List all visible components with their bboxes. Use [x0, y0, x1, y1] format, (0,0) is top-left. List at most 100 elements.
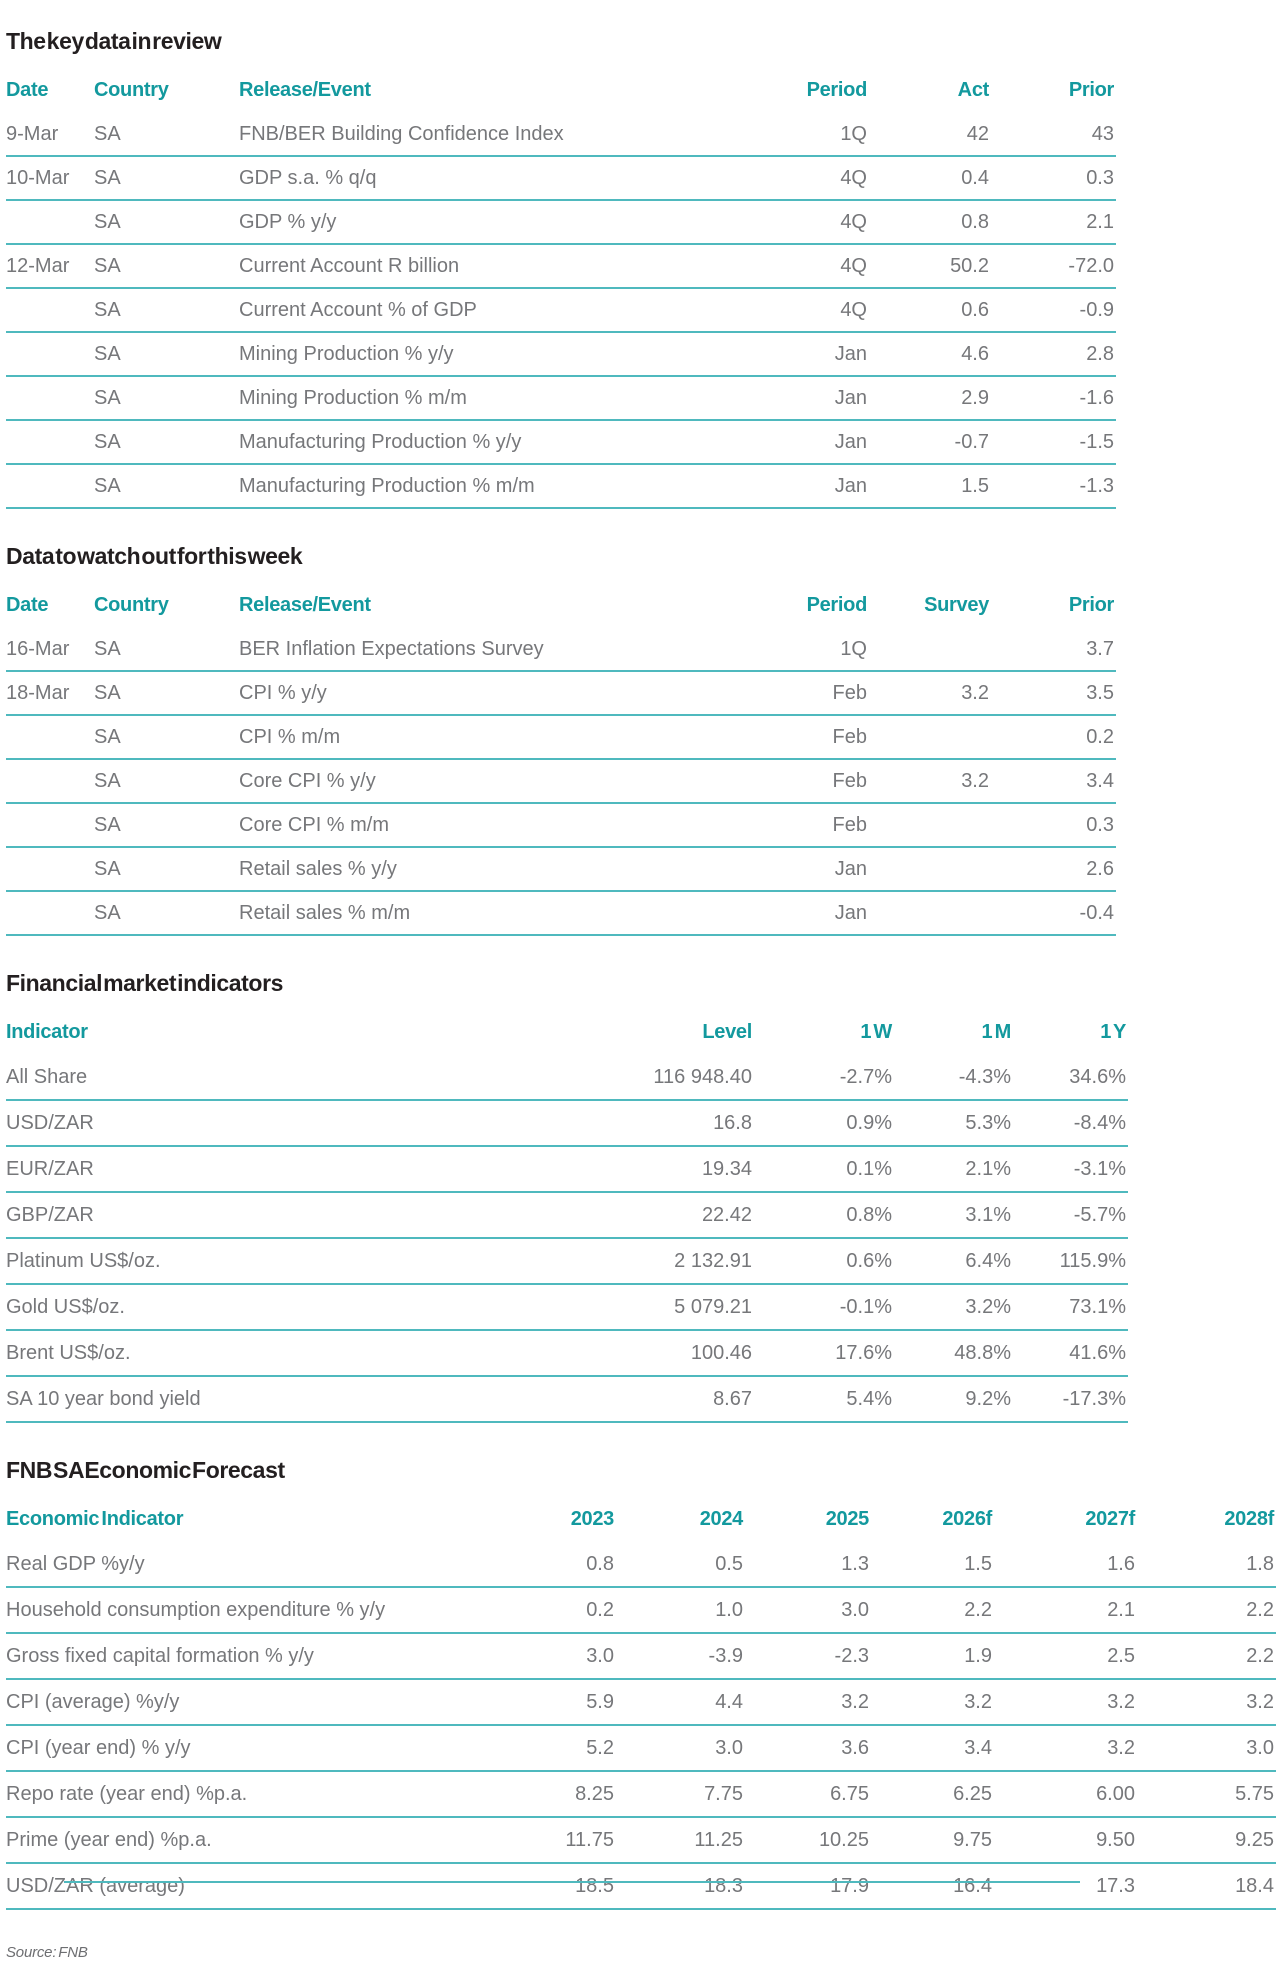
col-header-prior: Prior — [1068, 593, 1114, 616]
table-row: SA GDP % y/y 4Q 0.8 2.1 — [6, 200, 1116, 245]
one-year-cell: -17.3% — [1013, 1376, 1128, 1423]
data-to-watch-table: Date Country Release/Event Period Survey… — [6, 582, 1116, 936]
table-row: SA CPI % m/m Feb 0.2 — [6, 715, 1116, 760]
period-cell: Jan — [629, 847, 869, 892]
date-cell: 12-Mar — [6, 244, 94, 289]
indicator-cell: All Share — [6, 1055, 406, 1101]
country-cell: SA — [94, 288, 239, 333]
country-cell: SA — [94, 420, 239, 465]
y2023-cell: 5.2 — [446, 1725, 616, 1772]
table-row: Brent US$/oz. 100.46 17.6% 48.8% 41.6% — [6, 1330, 1128, 1377]
table-row: EUR/ZAR 19.34 0.1% 2.1% -3.1% — [6, 1146, 1128, 1193]
table-row: Repo rate (year end) %p.a. 8.25 7.75 6.75 6.… — [6, 1771, 1276, 1818]
section-key-data-review: The key data in review Date Country Rele… — [6, 28, 1280, 509]
footer-rule — [64, 1881, 1080, 1883]
act-cell: 0.6 — [869, 288, 991, 333]
event-cell: CPI % y/y — [239, 671, 629, 716]
prior-cell: 0.3 — [991, 156, 1116, 201]
y2025-cell: 17.9 — [745, 1863, 871, 1910]
table-row: Gold US$/oz. 5 079.21 -0.1% 3.2% 73.1% — [6, 1284, 1128, 1331]
country-cell: SA — [94, 803, 239, 848]
indicator-cell: Household consumption expenditure % y/y — [6, 1587, 446, 1634]
prior-cell: 3.5 — [991, 671, 1116, 716]
table-row: SA Manufacturing Production % m/m Jan 1.5 -1… — [6, 464, 1116, 509]
country-cell: SA — [94, 200, 239, 245]
y2028f-cell: 18.4 — [1137, 1863, 1276, 1910]
table-row: SA Retail sales % m/m Jan -0.4 — [6, 891, 1116, 936]
date-cell — [6, 803, 94, 848]
y2023-cell: 0.8 — [446, 1542, 616, 1588]
country-cell: SA — [94, 376, 239, 421]
one-month-cell: 6.4% — [894, 1238, 1013, 1285]
indicator-cell: USD/ZAR (average) — [6, 1863, 446, 1910]
indicator-cell: Gold US$/oz. — [6, 1284, 406, 1331]
one-month-cell: 3.2% — [894, 1284, 1013, 1331]
section-title: The key data in review — [6, 28, 222, 54]
table-row: 18-Mar SA CPI % y/y Feb 3.2 3.5 — [6, 671, 1116, 716]
table-row: SA Current Account % of GDP 4Q 0.6 -0.9 — [6, 288, 1116, 333]
y2026f-cell: 2.2 — [871, 1587, 994, 1634]
economic-forecast-table: Economic Indicator 2023 2024 2025 2026f … — [6, 1496, 1276, 1910]
table-row: SA Core CPI % y/y Feb 3.2 3.4 — [6, 759, 1116, 804]
y2027f-cell: 9.50 — [994, 1817, 1137, 1864]
country-cell: SA — [94, 671, 239, 716]
indicator-cell: CPI (average) %y/y — [6, 1679, 446, 1726]
y2023-cell: 8.25 — [446, 1771, 616, 1818]
col-header-1w: 1 W — [860, 1020, 892, 1043]
y2023-cell: 11.75 — [446, 1817, 616, 1864]
date-cell: 18-Mar — [6, 671, 94, 716]
one-month-cell: 48.8% — [894, 1330, 1013, 1377]
prior-cell: -1.6 — [991, 376, 1116, 421]
indicator-cell: Gross fixed capital formation % y/y — [6, 1633, 446, 1680]
y2026f-cell: 1.9 — [871, 1633, 994, 1680]
section-title: FNB SA Economic Forecast — [6, 1457, 285, 1483]
prior-cell: -1.3 — [991, 464, 1116, 509]
col-header-release-event: Release/Event — [239, 593, 371, 616]
source-note: Source: FNB — [6, 1944, 88, 1961]
col-header-period: Period — [806, 78, 868, 101]
col-header-country: Country — [94, 593, 169, 616]
table-row: 10-Mar SA GDP s.a. % q/q 4Q 0.4 0.3 — [6, 156, 1116, 201]
y2023-cell: 0.2 — [446, 1587, 616, 1634]
level-cell: 100.46 — [406, 1330, 754, 1377]
col-header-2025: 2025 — [825, 1507, 870, 1530]
one-year-cell: -3.1% — [1013, 1146, 1128, 1193]
one-year-cell: 73.1% — [1013, 1284, 1128, 1331]
prior-cell: 2.1 — [991, 200, 1116, 245]
period-cell: 4Q — [629, 244, 869, 289]
y2025-cell: 3.6 — [745, 1725, 871, 1772]
period-cell: Jan — [629, 891, 869, 936]
date-cell: 10-Mar — [6, 156, 94, 201]
one-week-cell: 0.8% — [754, 1192, 894, 1239]
date-cell — [6, 332, 94, 377]
y2028f-cell: 9.25 — [1137, 1817, 1276, 1864]
y2025-cell: 1.3 — [745, 1542, 871, 1588]
key-data-review-table: Date Country Release/Event Period Act Pr… — [6, 67, 1116, 509]
col-header-indicator: Indicator — [6, 1020, 88, 1043]
section-data-to-watch: Data to watch out for this week Date Cou… — [6, 543, 1280, 936]
col-header-1y: 1 Y — [1100, 1020, 1126, 1043]
event-cell: GDP % y/y — [239, 200, 629, 245]
survey-cell: 3.2 — [869, 671, 991, 716]
event-cell: CPI % m/m — [239, 715, 629, 760]
country-cell: SA — [94, 332, 239, 377]
section-economic-forecast: FNB SA Economic Forecast Economic Indica… — [6, 1457, 1280, 1910]
indicator-cell: Repo rate (year end) %p.a. — [6, 1771, 446, 1818]
indicator-cell: GBP/ZAR — [6, 1192, 406, 1239]
y2028f-cell: 3.0 — [1137, 1725, 1276, 1772]
prior-cell: 0.3 — [991, 803, 1116, 848]
act-cell: 42 — [869, 113, 991, 157]
act-cell: 0.4 — [869, 156, 991, 201]
y2024-cell: 1.0 — [616, 1587, 745, 1634]
indicator-cell: Real GDP %y/y — [6, 1542, 446, 1588]
period-cell: Jan — [629, 420, 869, 465]
y2028f-cell: 5.75 — [1137, 1771, 1276, 1818]
period-cell: Jan — [629, 464, 869, 509]
event-cell: Retail sales % m/m — [239, 891, 629, 936]
one-week-cell: -2.7% — [754, 1055, 894, 1101]
table-row: USD/ZAR 16.8 0.9% 5.3% -8.4% — [6, 1100, 1128, 1147]
period-cell: Feb — [629, 671, 869, 716]
country-cell: SA — [94, 464, 239, 509]
prior-cell: 2.6 — [991, 847, 1116, 892]
date-cell — [6, 376, 94, 421]
